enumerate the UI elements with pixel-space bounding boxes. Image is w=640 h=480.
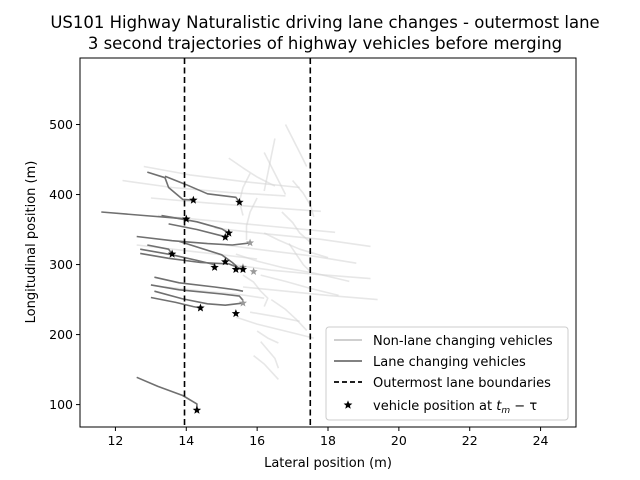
chart-title: US101 Highway Naturalistic driving lane … [50,13,599,32]
vehicle-position-star [238,265,248,274]
vehicle-position-star [182,214,191,223]
non-lane-changing-trajectory [291,179,315,218]
non-lane-changing-trajectory [150,197,321,213]
non-lane-changing-trajectory [260,341,280,369]
legend-box [325,326,569,421]
non-lane-changing-trajectory [263,232,329,259]
x-axis-label: Lateral position (m) [264,456,392,471]
x-tick-label: 18 [320,433,336,448]
vehicle-position-star [221,257,230,266]
lane-changing-trajectory [150,296,201,309]
vehicle-position-star [192,405,202,414]
y-tick-label: 500 [49,117,73,132]
non-lane-changing-trajectory [284,124,308,167]
vehicle-position-star [189,195,198,204]
vehicle-position-star [231,309,241,318]
x-tick-label: 22 [462,433,478,448]
legend: Non-lane changing vehicles Lane changing… [325,326,569,421]
lane-changing-trajectory [168,223,226,238]
non-lane-changing-trajectory [281,211,311,243]
legend-label-lane-changing: Lane changing vehicles [373,355,526,370]
faint-star-marker [249,267,258,275]
lane-changing-trajectory [164,175,241,203]
lane-changing-trajectory [136,376,198,411]
x-tick-label: 20 [391,433,407,448]
non-lane-changing-trajectory [253,354,279,380]
non-lane-changing-trajectory [260,274,339,297]
lane-changing-trajectory [140,252,244,271]
vehicle-position-star [167,249,177,258]
legend-label-lane-boundaries: Outermost lane boundaries [373,376,551,391]
chart-subtitle: 3 second trajectories of highway vehicle… [88,34,562,53]
lane-changing-trajectory [154,276,244,292]
non-lane-changing-trajectory [270,298,308,331]
vehicle-position-star [210,262,219,271]
vehicle-position-markers [167,195,258,414]
non-lane-changing-trajectory [288,243,311,273]
x-axis-ticks: 12 14 16 18 20 22 24 [107,427,549,448]
legend-label-non-lane-changing: Non-lane changing vehicles [373,334,553,349]
non-lane-changing-trajectory [242,286,378,301]
faint-star-marker [246,238,255,247]
non-lane-changing-trajectory [228,157,276,187]
lane-changing-trajectory [147,171,194,201]
x-tick-label: 16 [249,433,265,448]
lane-changing-trajectories [101,171,251,411]
y-tick-label: 100 [49,397,73,412]
vehicle-position-star [224,228,233,237]
x-tick-label: 12 [107,433,123,448]
vehicle-position-star [196,303,205,312]
y-axis-ticks: 100 200 300 400 500 [49,117,80,412]
y-tick-label: 200 [49,327,73,342]
non-lane-changing-trajectory [235,316,314,339]
non-lane-changing-trajectory [225,244,357,264]
vehicle-position-star [235,197,244,206]
y-tick-label: 300 [49,257,73,272]
non-lane-changing-trajectory [238,173,251,216]
x-tick-label: 24 [533,433,549,448]
vehicle-position-star [231,265,241,274]
lane-changing-trajectory [136,235,251,246]
lane-changing-trajectory [161,214,230,234]
legend-swatch-star-icon [343,400,353,409]
non-lane-changing-trajectory [242,274,269,307]
non-lane-changing-trajectory [256,330,279,344]
lane-changing-trajectory [150,284,244,301]
y-tick-label: 400 [49,187,73,202]
non-lane-changing-trajectory [249,311,300,323]
non-lane-changing-trajectory [232,263,371,280]
faint-star-marker [238,298,247,307]
legend-label-vehicle-position: vehicle position at tm − τ [373,399,537,416]
lane-boundaries [183,58,312,427]
non-lane-changing-trajectory [214,227,371,248]
lane-changing-trajectory [147,244,173,255]
y-axis-label: Longitudinal position (m) [24,161,39,324]
non-lane-changing-trajectory [245,197,258,240]
non-lane-changing-trajectory [263,152,287,195]
vehicle-position-star [221,232,230,241]
x-tick-label: 14 [178,433,194,448]
lane-changing-trajectory [154,290,244,307]
